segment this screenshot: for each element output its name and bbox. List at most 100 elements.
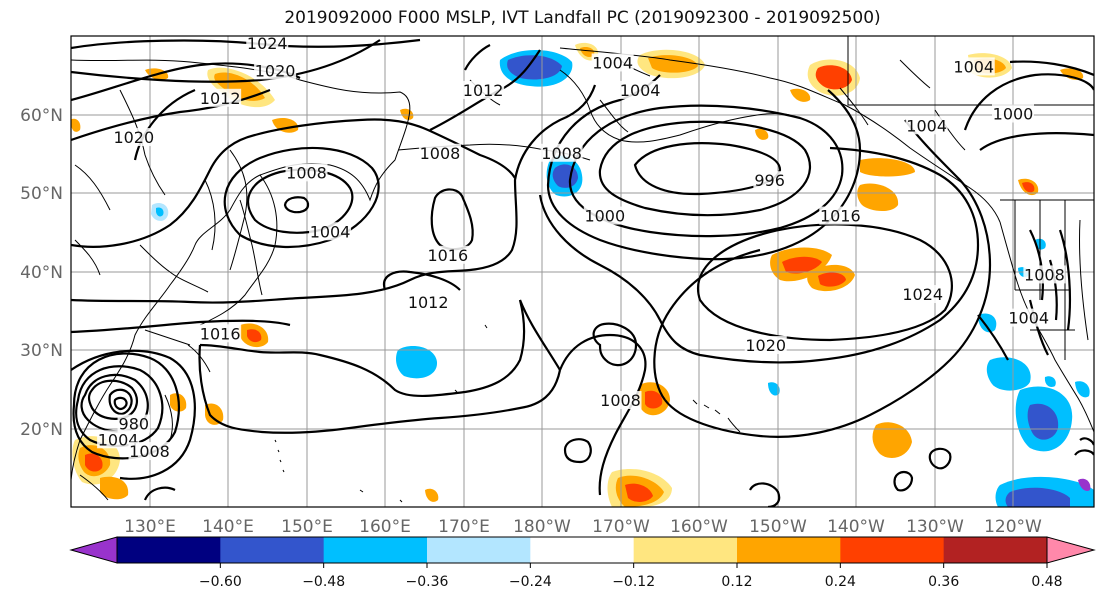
contour-label-bg: [905, 116, 948, 135]
lon-label: 170°E: [438, 517, 490, 537]
contour-label: 1004: [620, 81, 661, 100]
contour-label: 1012: [408, 293, 449, 312]
contour-label: 1016: [820, 207, 861, 226]
contour-label: 1000: [584, 207, 625, 226]
contour-label: 1004: [98, 430, 139, 449]
contour-label: 1004: [592, 53, 633, 72]
colorbar-tick-label: −0.48: [302, 574, 345, 590]
colorbar-segment: [427, 537, 531, 563]
contour-label: 1008: [1024, 265, 1065, 284]
colorbar-segment: [117, 537, 221, 563]
contour-label: 1024: [902, 285, 943, 304]
contour-label: 980: [119, 415, 150, 434]
lat-label: 20°N: [20, 420, 63, 440]
colorbar-ticks: −0.60 −0.48 −0.36 −0.24 −0.12 0.12 0.24 0.36 0.4…: [199, 563, 1063, 590]
contour-label: 1012: [463, 81, 504, 100]
colorbar-segment: [840, 537, 945, 563]
lon-label: 130°W: [906, 517, 964, 537]
contour-label: 1000: [993, 105, 1034, 124]
contour-label: 1008: [541, 144, 582, 163]
map-frame: [70, 35, 1095, 508]
contour-label-bg: [952, 57, 995, 76]
contour-label-bg: [128, 442, 171, 461]
contour-label: 1004: [906, 116, 947, 135]
colorbar-tick-label: 0.12: [721, 574, 752, 590]
contour-label-bg: [462, 80, 505, 99]
contour-label: 1008: [420, 144, 461, 163]
contour-label-bg: [112, 128, 155, 147]
lat-label: 30°N: [20, 341, 63, 361]
colorbar-tick-label: 0.48: [1031, 574, 1062, 590]
colorbar: [69, 536, 1096, 564]
colorbar-segment: [323, 537, 428, 563]
contour-label-bg: [992, 104, 1034, 123]
contour-label: 1008: [286, 163, 327, 182]
colorbar-tick-label: 0.36: [928, 574, 959, 590]
contour-label: 1004: [1008, 309, 1049, 328]
lon-label: 140°E: [202, 517, 254, 537]
colorbar-frame: [116, 536, 1048, 564]
lon-label: 140°W: [827, 517, 885, 537]
lon-label: 160°E: [359, 517, 411, 537]
lat-label: 50°N: [20, 184, 63, 204]
contour-label-bg: [285, 163, 328, 182]
contour-label-bg: [753, 171, 786, 190]
latitude-labels: 60°N 50°N 40°N 30°N 20°N: [20, 106, 63, 440]
lat-label: 60°N: [20, 106, 63, 126]
contour-label-bg: [254, 61, 297, 80]
contour-label: 996: [754, 171, 785, 190]
lon-label: 130°E: [124, 517, 176, 537]
lon-label: 160°W: [670, 517, 728, 537]
colorbar-tick-label: −0.36: [406, 574, 449, 590]
contour-label-bg: [583, 206, 626, 225]
contour-label-bg: [246, 33, 289, 52]
contour-label: 1004: [310, 222, 351, 241]
longitude-labels: 130°E 140°E 150°E 160°E 170°E 180°W 170°…: [124, 517, 1042, 537]
colorbar-tick-label: −0.24: [509, 574, 552, 590]
contour-label-bg: [426, 245, 469, 264]
colorbar-extend-high: [1046, 536, 1096, 564]
contour-label-bg: [418, 143, 461, 162]
contour-label-bg: [117, 414, 151, 433]
contour-label-bg: [309, 222, 352, 241]
colorbar-segment: [220, 537, 325, 563]
contour-label: 1020: [255, 61, 296, 80]
contour-label-bg: [599, 391, 642, 410]
contour-label: 1008: [129, 442, 170, 461]
lon-label: 150°W: [749, 517, 807, 537]
contour-label-bg: [199, 88, 242, 107]
colorbar-tick-label: −0.12: [612, 574, 655, 590]
contour-label: 1008: [600, 391, 641, 410]
colorbar-tick-label: 0.24: [825, 574, 856, 590]
contour-label-bg: [540, 143, 583, 162]
contour-label: 1016: [427, 246, 468, 265]
contour-label: 1024: [247, 34, 288, 53]
colorbar-segment: [530, 537, 635, 563]
contour-label-bg: [1007, 308, 1050, 327]
contour-label-bg: [591, 53, 634, 72]
contour-label-bg: [199, 324, 242, 343]
contour-label: 1016: [200, 324, 241, 343]
lon-label: 120°W: [984, 517, 1042, 537]
contour-label-bg: [819, 206, 862, 225]
contour-label: 1020: [745, 336, 786, 355]
colorbar-extend-low: [69, 536, 118, 564]
contour-label-bg: [744, 336, 787, 355]
contour-label: 1012: [200, 89, 241, 108]
contour-label-bg: [619, 80, 662, 99]
colorbar-segment: [737, 537, 841, 563]
contour-label: 1020: [113, 128, 154, 147]
contour-label-bg: [1023, 265, 1066, 284]
colorbar-segment: [943, 537, 1048, 563]
lon-label: 150°E: [281, 517, 333, 537]
lon-label: 170°W: [592, 517, 650, 537]
colorbar-segment: [633, 537, 738, 563]
colorbar-tick-label: −0.60: [199, 574, 242, 590]
map-title: 2019092000 F000 MSLP, IVT Landfall PC (2…: [284, 8, 881, 28]
contour-label-bg: [407, 292, 450, 311]
contour-label-bg: [901, 285, 944, 304]
lon-label: 180°W: [513, 517, 571, 537]
